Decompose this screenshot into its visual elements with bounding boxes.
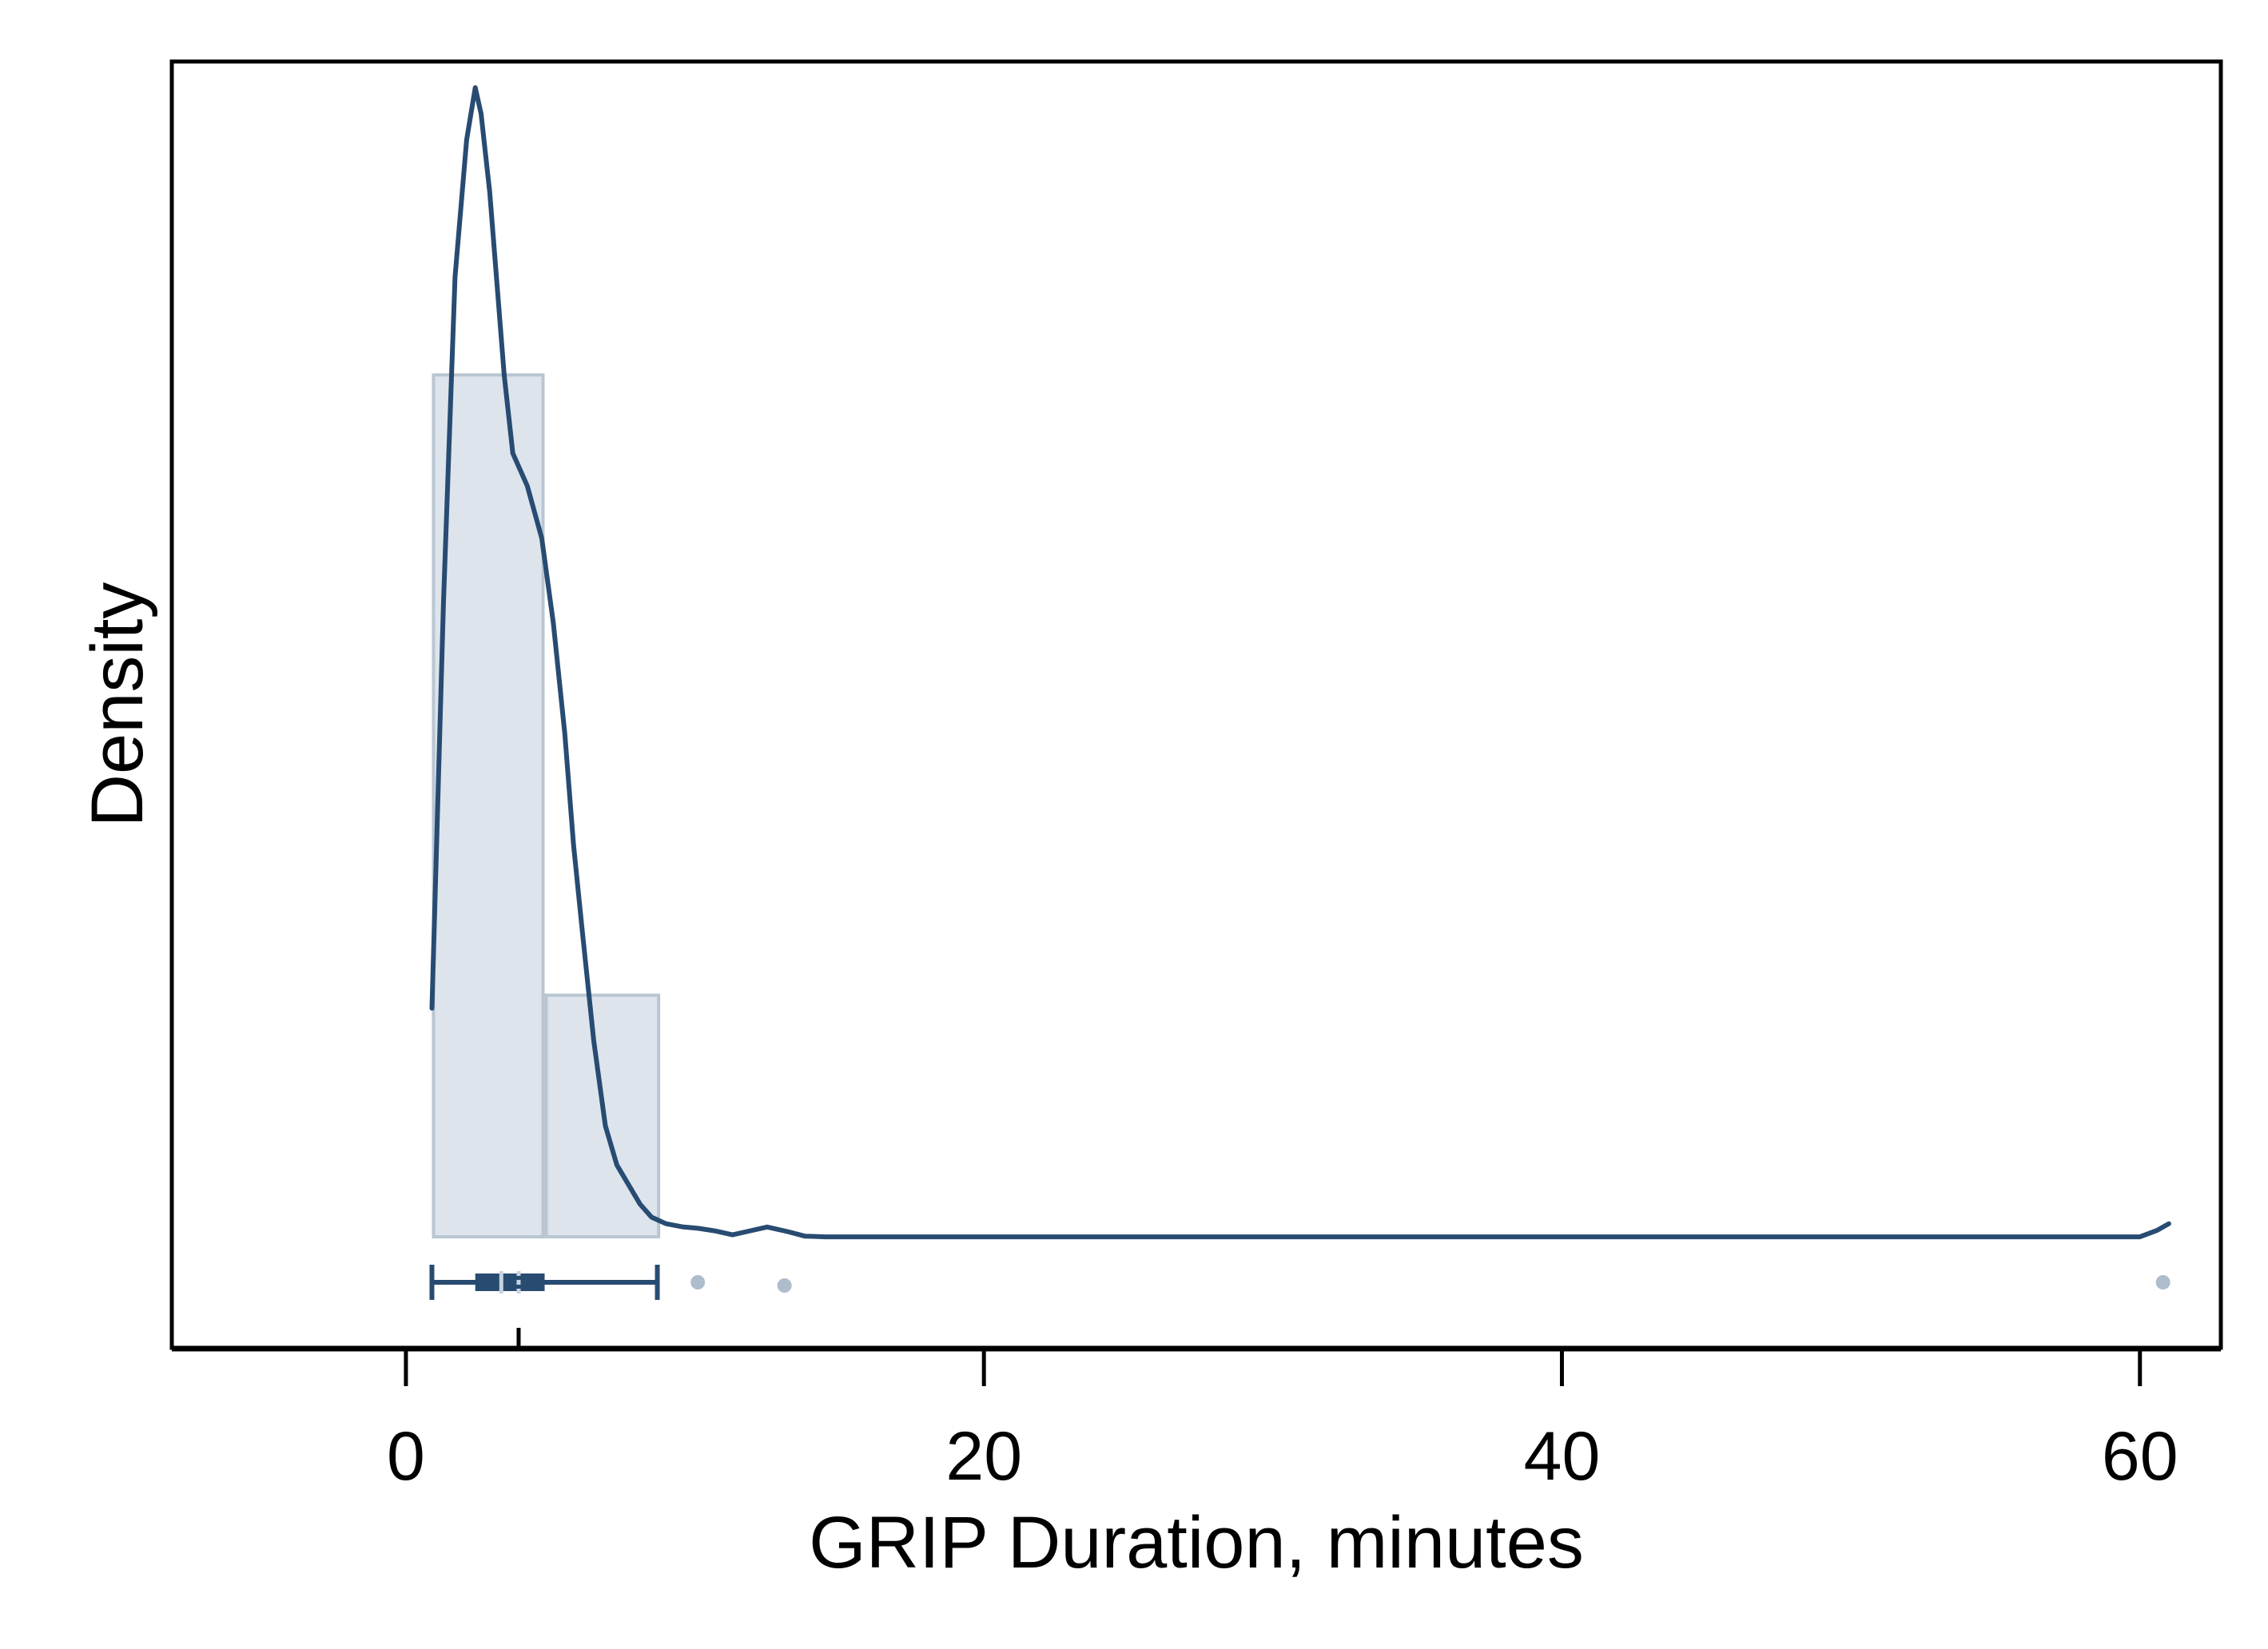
histogram-bar-2 [544, 993, 661, 1239]
y-axis-title: Density [77, 582, 158, 828]
boxplot-layer [429, 1265, 2171, 1348]
histogram-bar-1 [432, 373, 545, 1239]
x-tick-label-0: 0 [387, 1418, 425, 1495]
x-tick-label-60: 60 [2102, 1418, 2178, 1495]
boxplot-outlier-1 [690, 1275, 706, 1289]
x-axis-ticks: 0 20 40 60 [387, 1349, 2178, 1495]
x-tick-label-20: 20 [945, 1418, 1022, 1495]
x-tick-label-40: 40 [1524, 1418, 1601, 1495]
boxplot-outlier-3 [2155, 1275, 2171, 1289]
density-curve [429, 85, 2171, 1240]
density-curve-layer [429, 85, 2171, 1240]
boxplot-outlier-2 [777, 1278, 792, 1293]
histogram-bars [432, 373, 661, 1239]
boxplot-box [475, 1274, 545, 1291]
x-axis-title: GRIP Duration, minutes [809, 1502, 1584, 1583]
